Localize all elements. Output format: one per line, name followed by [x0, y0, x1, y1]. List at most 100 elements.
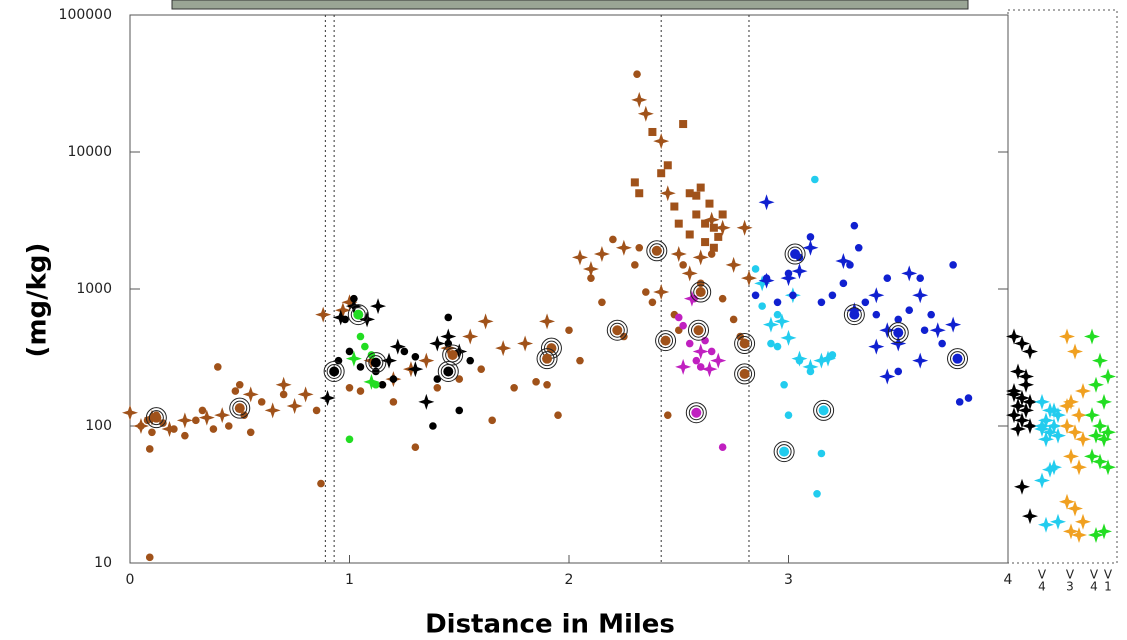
star-point — [1050, 407, 1066, 424]
circle-point — [635, 243, 644, 252]
circle-point — [145, 553, 154, 562]
star-point — [1018, 376, 1034, 393]
circle-point — [751, 291, 760, 300]
ring-part — [234, 403, 245, 414]
circle-point — [642, 288, 650, 296]
circle-point — [565, 326, 573, 335]
circle-point — [846, 261, 854, 269]
circle-point — [784, 411, 793, 419]
star-point — [1075, 383, 1091, 400]
ringed-point — [323, 360, 345, 382]
circle-point — [674, 313, 683, 322]
ring-part — [737, 336, 753, 352]
ring-part — [649, 243, 665, 259]
ringed-point — [536, 348, 558, 370]
ring-part — [536, 348, 558, 370]
ring-part — [688, 405, 704, 421]
circle-point — [389, 375, 398, 383]
circle-point — [773, 310, 782, 319]
circle-point — [378, 380, 387, 389]
star-point — [1042, 461, 1058, 478]
ringed-point — [685, 402, 707, 424]
circle-point — [159, 419, 167, 427]
y-tick-label: 10000 — [67, 144, 112, 160]
ring-part — [447, 349, 458, 360]
circle-point — [198, 406, 207, 415]
circle-point — [145, 445, 154, 453]
ring-part — [350, 307, 366, 323]
star-point — [912, 287, 929, 304]
ringed-point — [606, 319, 628, 341]
star-point — [683, 290, 700, 307]
square-point — [696, 183, 705, 192]
star-point — [1067, 500, 1083, 517]
ring-part — [734, 333, 756, 355]
star-point — [1010, 421, 1026, 438]
star-point — [725, 256, 742, 273]
ring-part — [646, 240, 668, 262]
ring-part — [612, 325, 623, 336]
star-point — [345, 350, 362, 367]
circle-point — [209, 425, 218, 433]
circle-point — [828, 291, 837, 300]
circle-point — [312, 406, 321, 415]
star-point — [758, 194, 775, 211]
ring-part — [739, 368, 750, 379]
ringed-point — [229, 397, 251, 419]
star-point — [802, 358, 819, 375]
circle-point — [964, 394, 973, 402]
circle-point — [477, 365, 486, 373]
ring-part — [773, 441, 795, 463]
circle-point — [817, 449, 826, 458]
circle-point — [411, 443, 420, 452]
ringed-point — [784, 243, 806, 265]
circle-point — [444, 313, 453, 322]
circle-point — [400, 347, 409, 356]
circle-point — [685, 339, 694, 348]
circle-point — [894, 367, 903, 376]
ring-part — [658, 333, 674, 349]
ring-part — [609, 322, 625, 338]
ring-part — [232, 400, 248, 416]
circle-point — [861, 298, 870, 307]
ring-part — [651, 245, 662, 256]
star-point — [214, 407, 231, 424]
circle-point — [231, 387, 240, 395]
ring-part — [370, 357, 381, 368]
star-point — [1084, 448, 1100, 465]
star-point — [1034, 472, 1050, 489]
star-point — [659, 185, 676, 202]
star-point — [802, 239, 819, 256]
ring-part — [691, 407, 702, 418]
circle-point — [850, 221, 859, 230]
category-top-label: V — [1104, 568, 1113, 582]
circle-point — [181, 431, 189, 440]
ring-part — [893, 327, 904, 338]
square-point — [685, 230, 694, 239]
ring-part — [695, 287, 706, 298]
star-point — [1063, 448, 1079, 465]
ring-part — [693, 325, 704, 336]
star-point — [198, 409, 215, 426]
star-point — [1014, 335, 1030, 352]
ring-part — [688, 319, 710, 341]
ringed-point — [442, 344, 464, 366]
ringed-point — [887, 322, 909, 344]
circle-point — [916, 274, 924, 282]
circle-point — [224, 422, 233, 430]
x-tick-label: 3 — [784, 572, 793, 588]
star-point — [879, 368, 896, 385]
square-point — [714, 232, 723, 241]
star-point — [762, 316, 779, 333]
circle-point — [773, 342, 782, 351]
star-point — [1014, 478, 1030, 495]
star-point — [161, 421, 178, 438]
star-point — [1042, 424, 1058, 441]
ring-part — [368, 355, 384, 371]
x-tick-label: 0 — [126, 572, 135, 588]
ringed-point — [734, 363, 756, 385]
ring-part — [779, 446, 790, 457]
circle-point — [854, 243, 863, 252]
ring-part — [734, 363, 756, 385]
circle-point — [839, 279, 848, 288]
